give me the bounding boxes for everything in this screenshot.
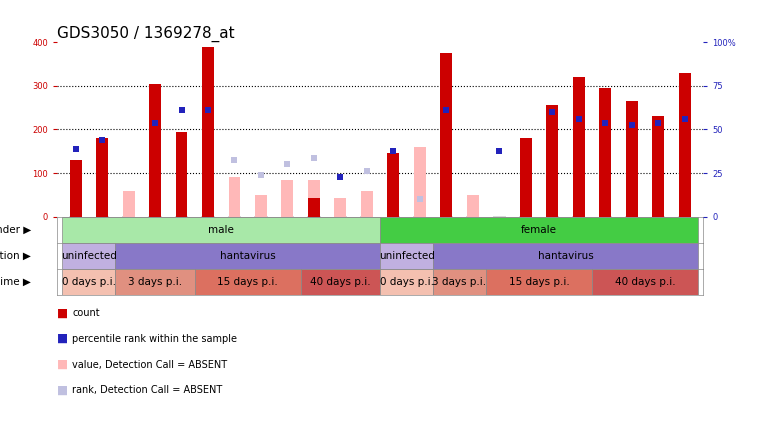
Bar [380, 217, 698, 243]
Bar [361, 190, 373, 217]
Text: value, Detection Call = ABSENT: value, Detection Call = ABSENT [72, 360, 228, 369]
Bar [380, 269, 433, 295]
Bar [466, 195, 479, 217]
Text: count: count [72, 308, 100, 318]
Text: time ▶: time ▶ [0, 277, 31, 287]
Text: 0 days p.i.: 0 days p.i. [380, 277, 434, 287]
Bar [62, 269, 116, 295]
Bar [308, 180, 320, 217]
Text: 15 days p.i.: 15 days p.i. [218, 277, 278, 287]
Text: 0 days p.i.: 0 days p.i. [62, 277, 116, 287]
Text: female: female [521, 225, 557, 235]
Text: ■: ■ [57, 332, 68, 345]
Bar [592, 269, 698, 295]
Bar [441, 53, 452, 217]
Bar [202, 47, 214, 217]
Bar [123, 190, 135, 217]
Bar [149, 83, 161, 217]
Text: rank, Detection Call = ABSENT: rank, Detection Call = ABSENT [72, 385, 222, 395]
Bar [546, 106, 558, 217]
Bar [486, 269, 592, 295]
Bar [414, 147, 426, 217]
Bar [96, 138, 108, 217]
Text: 40 days p.i.: 40 days p.i. [310, 277, 371, 287]
Bar [387, 154, 400, 217]
Bar [62, 217, 380, 243]
Text: gender ▶: gender ▶ [0, 225, 31, 235]
Bar [626, 101, 638, 217]
Text: ■: ■ [57, 384, 68, 397]
Text: hantavirus: hantavirus [537, 251, 594, 261]
Bar [116, 243, 380, 269]
Bar [679, 73, 690, 217]
Text: 40 days p.i.: 40 days p.i. [615, 277, 675, 287]
Bar [573, 77, 584, 217]
Text: ■: ■ [57, 358, 68, 371]
Bar [116, 269, 195, 295]
Bar [652, 116, 664, 217]
Bar [308, 198, 320, 217]
Text: ■: ■ [57, 306, 68, 320]
Text: uninfected: uninfected [379, 251, 435, 261]
Text: uninfected: uninfected [61, 251, 116, 261]
Text: 3 days p.i.: 3 days p.i. [432, 277, 486, 287]
Bar [520, 138, 532, 217]
Bar [176, 131, 187, 217]
Bar [255, 195, 267, 217]
Text: hantavirus: hantavirus [220, 251, 275, 261]
Text: GDS3050 / 1369278_at: GDS3050 / 1369278_at [57, 26, 234, 42]
Bar [228, 178, 240, 217]
Text: 15 days p.i.: 15 days p.i. [508, 277, 569, 287]
Bar [334, 198, 346, 217]
Text: infection ▶: infection ▶ [0, 251, 31, 261]
Text: 3 days p.i.: 3 days p.i. [128, 277, 182, 287]
Bar [62, 243, 116, 269]
Bar [195, 269, 301, 295]
Bar [433, 269, 486, 295]
Bar [70, 160, 81, 217]
Bar [433, 243, 698, 269]
Bar [599, 88, 611, 217]
Bar [282, 180, 294, 217]
Text: male: male [209, 225, 234, 235]
Text: percentile rank within the sample: percentile rank within the sample [72, 334, 237, 344]
Bar [301, 269, 380, 295]
Bar [380, 243, 433, 269]
